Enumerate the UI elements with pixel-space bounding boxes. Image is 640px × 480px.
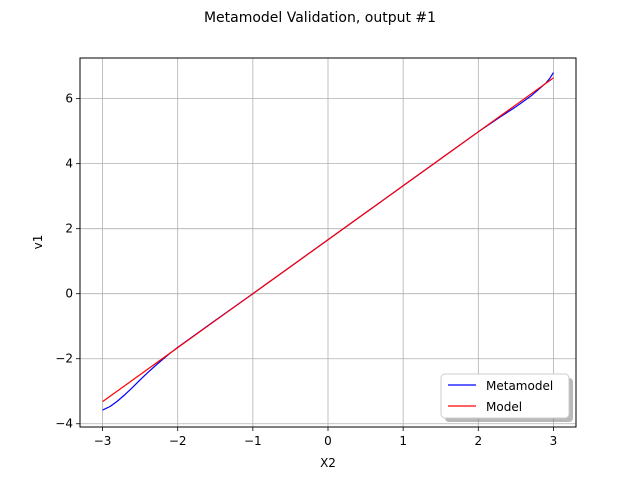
y-axis-label: v1	[31, 235, 45, 250]
x-axis: −3 −2 −1 0 1 2 3	[94, 427, 558, 448]
series-layer	[102, 72, 554, 411]
x-axis-label: X2	[320, 456, 336, 470]
x-tick-label: 1	[399, 434, 407, 448]
y-axis: −4 −2 0 2 4 6	[55, 92, 80, 431]
y-tick-label: 4	[65, 157, 73, 171]
x-tick-label: 2	[474, 434, 482, 448]
x-tick-label: 0	[324, 434, 332, 448]
legend-label-metamodel: Metamodel	[486, 379, 553, 393]
x-tick-label: 3	[550, 434, 558, 448]
x-tick-label: −1	[244, 434, 262, 448]
x-tick-label: −3	[94, 434, 112, 448]
y-tick-label: 2	[65, 222, 73, 236]
legend[interactable]: Metamodel Model	[440, 373, 573, 422]
series-line-model	[102, 77, 554, 403]
chart-title: Metamodel Validation, output #1	[204, 10, 436, 26]
y-tick-label: 6	[65, 92, 73, 106]
y-tick-label: −4	[55, 417, 73, 431]
x-tick-label: −2	[169, 434, 187, 448]
y-tick-label: −2	[55, 352, 73, 366]
legend-label-model: Model	[486, 400, 522, 414]
y-tick-label: 0	[65, 287, 73, 301]
